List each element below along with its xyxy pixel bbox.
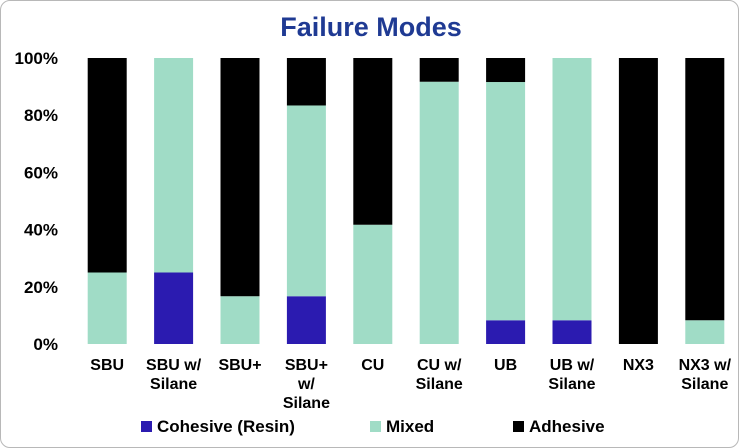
x-tick-label: Silane bbox=[681, 376, 728, 393]
bar-segment-cohesive-resin bbox=[286, 296, 326, 344]
x-tick-label: Silane bbox=[548, 376, 595, 393]
bar-segment-adhesive bbox=[353, 58, 393, 225]
x-tick-label: NX3 bbox=[623, 357, 654, 374]
legend-swatch bbox=[141, 421, 152, 432]
bars bbox=[87, 58, 725, 344]
chart-title: Failure Modes bbox=[280, 12, 462, 42]
x-tick-label: Silane bbox=[150, 376, 197, 393]
bar-segment-adhesive bbox=[685, 58, 725, 321]
bar-segment-mixed bbox=[87, 272, 127, 344]
y-tick-label: 80% bbox=[24, 106, 58, 125]
y-tick-label: 20% bbox=[24, 278, 58, 297]
y-tick-label: 100% bbox=[15, 49, 58, 68]
x-tick-label: w/ bbox=[297, 376, 315, 393]
legend-swatch bbox=[370, 421, 381, 432]
bar-segment-mixed bbox=[419, 81, 459, 344]
legend-label: Cohesive (Resin) bbox=[157, 417, 295, 436]
bar-segment-adhesive bbox=[87, 58, 127, 273]
x-axis-labels: SBU SBU w/Silane SBU+ SBU+ w/Silane CU CU w/Si… bbox=[90, 357, 731, 412]
y-tick-label: 60% bbox=[24, 163, 58, 182]
legend-label: Adhesive bbox=[529, 417, 605, 436]
bar-segment-mixed bbox=[353, 224, 393, 344]
x-tick-label: Silane bbox=[416, 376, 463, 393]
bar-segment-mixed bbox=[286, 105, 326, 297]
x-tick-label: NX3 w/ bbox=[679, 357, 732, 374]
x-tick-label: SBU w/ bbox=[146, 357, 202, 374]
x-tick-label: SBU bbox=[90, 357, 124, 374]
bar-segment-cohesive-resin bbox=[154, 272, 194, 344]
bar-segment-adhesive bbox=[419, 58, 459, 82]
bar-segment-adhesive bbox=[486, 58, 526, 83]
legend-label: Mixed bbox=[386, 417, 434, 436]
x-tick-label: Silane bbox=[283, 395, 330, 412]
bar-segment-adhesive bbox=[286, 58, 326, 106]
legend: Cohesive (Resin) Mixed Adhesive bbox=[141, 417, 605, 436]
legend-swatch bbox=[513, 421, 524, 432]
bar-segment-mixed bbox=[685, 320, 725, 344]
bar-segment-cohesive-resin bbox=[486, 320, 526, 344]
x-tick-label: UB w/ bbox=[550, 357, 595, 374]
y-tick-label: 40% bbox=[24, 221, 58, 240]
bar-segment-adhesive bbox=[618, 58, 658, 344]
y-tick-label: 0% bbox=[33, 335, 58, 354]
bar-segment-cohesive-resin bbox=[552, 320, 592, 344]
y-axis-ticks: 0% 20% 40% 60% 80% 100% bbox=[15, 49, 58, 354]
bar-segment-adhesive bbox=[220, 58, 260, 297]
x-tick-label: CU bbox=[361, 357, 384, 374]
bar-segment-mixed bbox=[220, 296, 260, 344]
x-tick-label: SBU+ bbox=[285, 357, 328, 374]
bar-segment-mixed bbox=[486, 82, 526, 321]
bar-segment-mixed bbox=[552, 58, 592, 321]
bar-segment-mixed bbox=[154, 58, 194, 273]
x-tick-label: CU w/ bbox=[417, 357, 462, 374]
x-tick-label: UB bbox=[494, 357, 517, 374]
x-tick-label: SBU+ bbox=[218, 357, 261, 374]
